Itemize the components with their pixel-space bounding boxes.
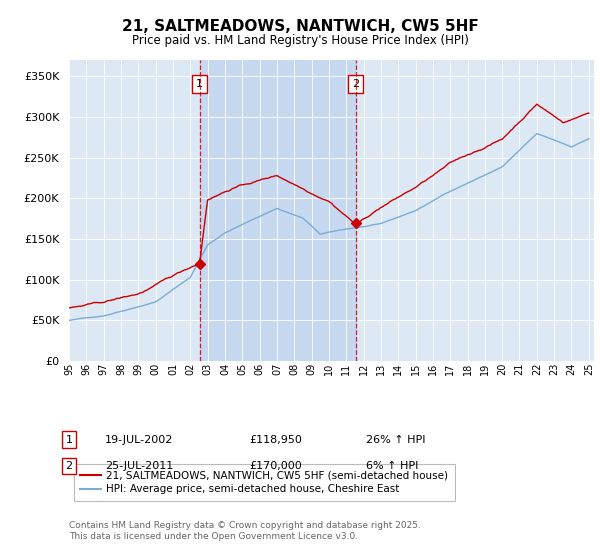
- Text: 6% ↑ HPI: 6% ↑ HPI: [366, 461, 418, 471]
- Text: 26% ↑ HPI: 26% ↑ HPI: [366, 435, 425, 445]
- Text: 19-JUL-2002: 19-JUL-2002: [105, 435, 173, 445]
- Text: Contains HM Land Registry data © Crown copyright and database right 2025.
This d: Contains HM Land Registry data © Crown c…: [69, 521, 421, 540]
- Bar: [200, 60, 356, 361]
- Text: 1: 1: [65, 435, 73, 445]
- Text: 21, SALTMEADOWS, NANTWICH, CW5 5HF: 21, SALTMEADOWS, NANTWICH, CW5 5HF: [122, 19, 478, 34]
- Legend: 21, SALTMEADOWS, NANTWICH, CW5 5HF (semi-detached house), HPI: Average price, se: 21, SALTMEADOWS, NANTWICH, CW5 5HF (semi…: [74, 464, 455, 501]
- Text: 1: 1: [196, 80, 203, 90]
- Text: 2: 2: [65, 461, 73, 471]
- Text: £118,950: £118,950: [249, 435, 302, 445]
- Text: 2: 2: [352, 80, 359, 90]
- Text: Price paid vs. HM Land Registry's House Price Index (HPI): Price paid vs. HM Land Registry's House …: [131, 34, 469, 47]
- Text: 25-JUL-2011: 25-JUL-2011: [105, 461, 173, 471]
- Text: £170,000: £170,000: [249, 461, 302, 471]
